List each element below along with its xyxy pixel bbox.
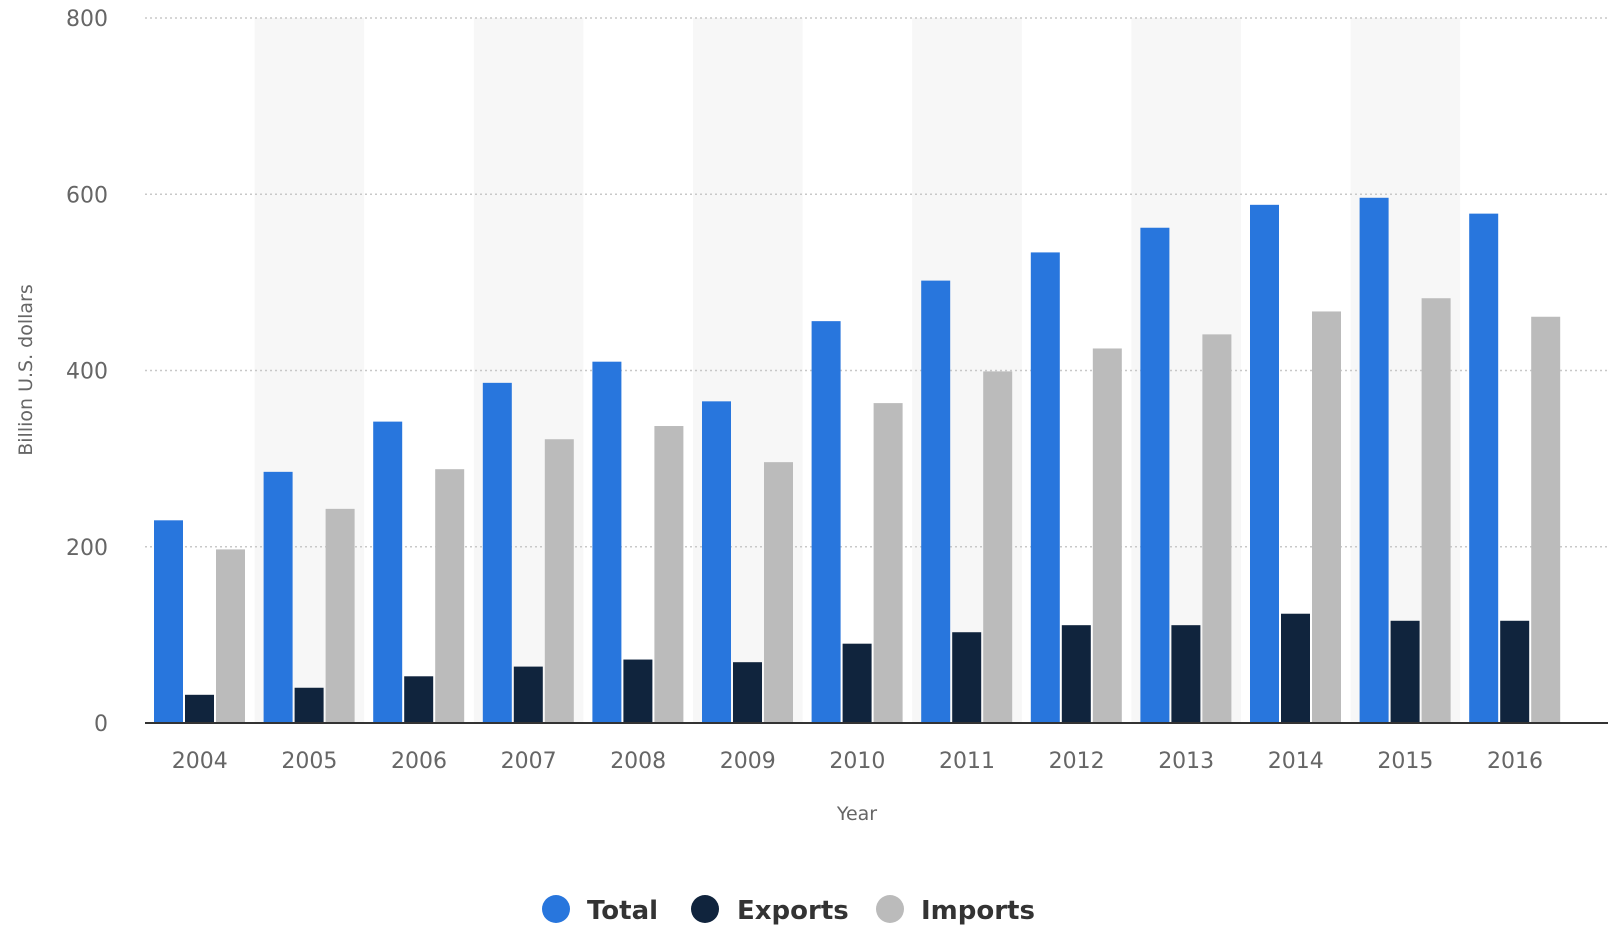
bar-imports-2009[interactable] [764, 462, 793, 723]
bar-exports-2011[interactable] [952, 632, 982, 723]
bar-exports-2004[interactable] [185, 694, 214, 723]
legend-label: Total [587, 896, 658, 926]
bar-imports-2014[interactable] [1312, 311, 1341, 723]
bar-exports-2007[interactable] [513, 666, 543, 723]
bar-total-2014[interactable] [1250, 204, 1279, 723]
bar-imports-2005[interactable] [325, 508, 355, 723]
bar-total-2015[interactable] [1359, 197, 1389, 723]
y-tick-label: 600 [66, 183, 108, 208]
bar-total-2016[interactable] [1469, 213, 1499, 723]
bar-imports-2006[interactable] [435, 469, 465, 723]
bar-imports-2008[interactable] [654, 426, 684, 723]
legend-item-exports[interactable]: Exports [691, 895, 849, 926]
x-tick-label: 2013 [1158, 749, 1214, 774]
x-tick-label: 2008 [610, 749, 666, 774]
y-tick-label: 800 [66, 7, 108, 32]
bar-total-2013[interactable] [1140, 227, 1170, 724]
bar-imports-2010[interactable] [873, 403, 903, 723]
legend-swatch [691, 895, 719, 923]
legend-label: Imports [921, 896, 1035, 926]
bar-total-2010[interactable] [811, 321, 841, 723]
bar-total-2005[interactable] [263, 471, 293, 723]
bar-exports-2005[interactable] [294, 687, 324, 723]
x-axis-title: Year [836, 803, 877, 825]
x-tick-label: 2012 [1049, 749, 1105, 774]
bars [154, 197, 1561, 724]
bar-exports-2006[interactable] [404, 676, 434, 723]
x-tick-label: 2009 [720, 749, 776, 774]
legend-item-imports[interactable]: Imports [876, 895, 1035, 926]
bar-imports-2007[interactable] [544, 439, 574, 723]
y-tick-label: 200 [66, 536, 108, 561]
x-tick-label: 2010 [829, 749, 885, 774]
x-tick-label: 2007 [501, 749, 557, 774]
bar-exports-2010[interactable] [842, 643, 872, 723]
bar-total-2006[interactable] [373, 421, 403, 723]
bar-exports-2013[interactable] [1171, 625, 1201, 723]
x-tick-label: 2014 [1268, 749, 1324, 774]
bar-exports-2009[interactable] [733, 662, 762, 723]
bar-total-2004[interactable] [154, 520, 183, 723]
x-tick-label: 2005 [281, 749, 337, 774]
legend-swatch [542, 895, 570, 923]
bar-exports-2008[interactable] [623, 659, 653, 723]
bar-exports-2015[interactable] [1390, 620, 1420, 723]
bar-total-2011[interactable] [921, 280, 951, 723]
bar-imports-2012[interactable] [1092, 348, 1122, 723]
x-tick-label: 2016 [1487, 749, 1543, 774]
bar-exports-2014[interactable] [1281, 613, 1310, 723]
legend: Total Exports Imports [542, 895, 1035, 926]
bar-imports-2016[interactable] [1531, 316, 1561, 723]
bar-total-2009[interactable] [702, 401, 731, 723]
y-axis-title: Billion U.S. dollars [15, 284, 37, 456]
bar-total-2007[interactable] [482, 382, 512, 723]
x-tick-label: 2011 [939, 749, 995, 774]
y-tick-label: 0 [94, 712, 108, 737]
legend-item-total[interactable]: Total [542, 895, 658, 926]
bar-imports-2011[interactable] [983, 371, 1013, 723]
y-tick-label: 400 [66, 360, 108, 385]
x-tick-label: 2006 [391, 749, 447, 774]
y-axis-ticks: 0 200 400 600 800 [66, 7, 108, 737]
legend-swatch [876, 895, 904, 923]
bar-exports-2012[interactable] [1061, 625, 1091, 723]
bar-total-2012[interactable] [1030, 252, 1060, 723]
x-tick-label: 2004 [172, 749, 228, 774]
legend-label: Exports [737, 896, 849, 926]
x-axis-ticks: 2004 2005 2006 2007 2008 2009 2010 2011 2012 2013… [172, 749, 1543, 774]
bar-imports-2004[interactable] [216, 549, 245, 723]
x-tick-label: 2015 [1377, 749, 1433, 774]
bar-imports-2013[interactable] [1202, 334, 1232, 723]
bar-total-2008[interactable] [592, 361, 622, 723]
bar-exports-2016[interactable] [1500, 620, 1530, 723]
bar-imports-2015[interactable] [1421, 298, 1451, 723]
